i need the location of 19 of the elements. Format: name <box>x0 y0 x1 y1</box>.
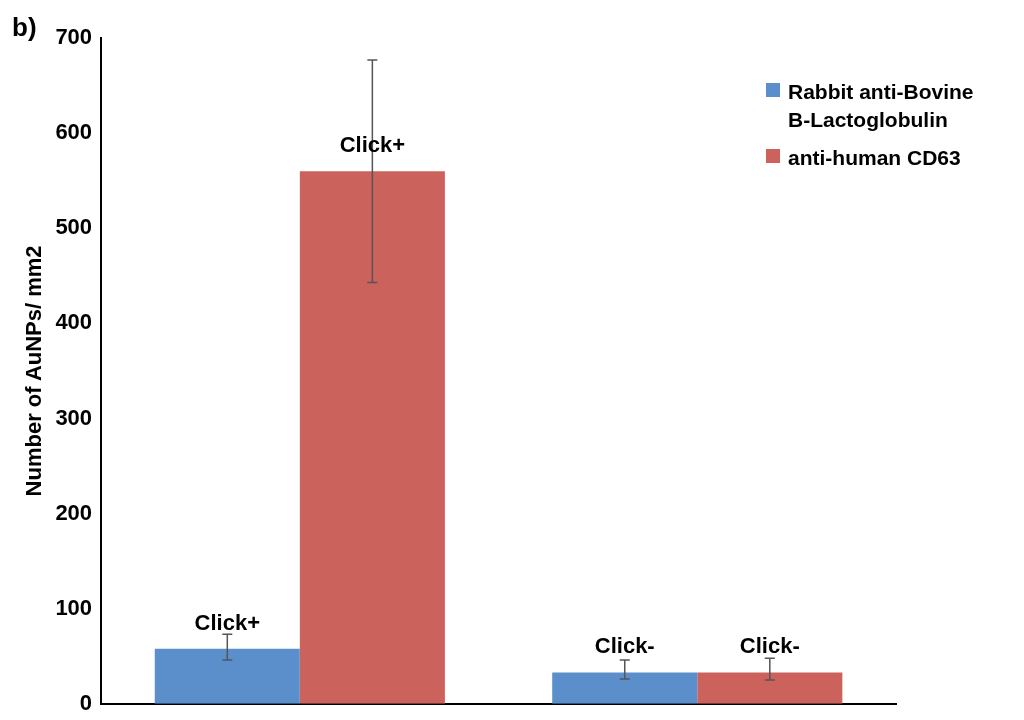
y-tick-label: 400 <box>55 309 93 335</box>
y-tick-label: 300 <box>55 404 93 430</box>
bar <box>299 171 445 704</box>
legend-label: anti-human CD63 <box>788 145 961 171</box>
y-tick-label: 700 <box>55 24 93 50</box>
data-label: Click+ <box>194 609 261 635</box>
bar <box>154 648 300 704</box>
y-tick-label: 600 <box>55 119 93 145</box>
data-label: Click- <box>594 633 655 659</box>
bar <box>697 672 843 704</box>
y-tick-label: 200 <box>55 499 93 525</box>
text: b) <box>12 12 37 43</box>
legend-label: Rabbit anti-Bovine B-Lactoglobulin <box>788 79 975 133</box>
y-tick-label: 100 <box>55 594 93 620</box>
bar <box>552 672 698 704</box>
y-tick-label: 500 <box>55 214 93 240</box>
y-axis-title: Number of AuNPs/ mm2 <box>21 245 47 497</box>
data-label: Click- <box>739 633 800 659</box>
y-tick-label: 0 <box>79 689 93 715</box>
